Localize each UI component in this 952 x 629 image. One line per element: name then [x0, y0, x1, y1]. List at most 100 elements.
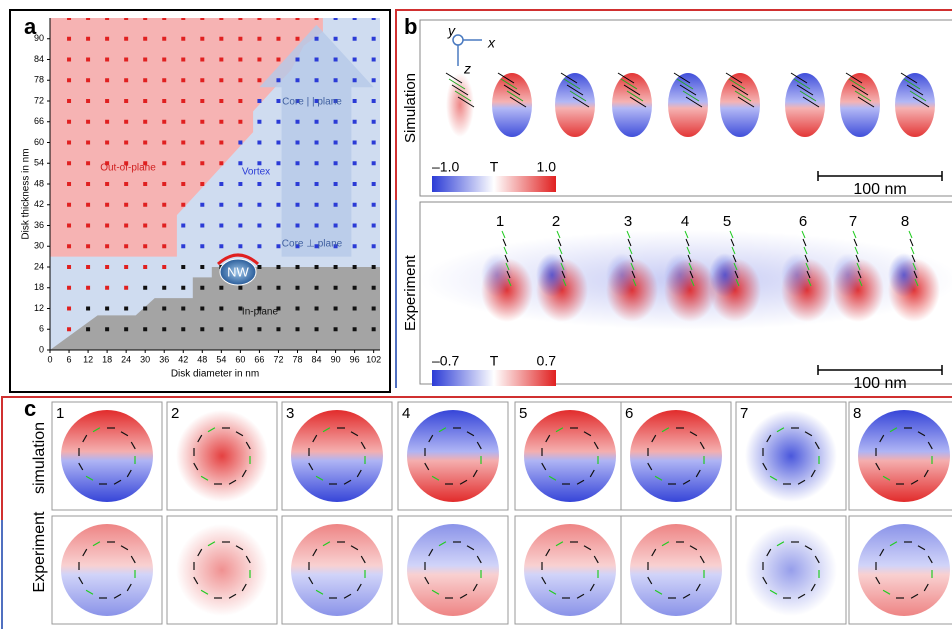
vector	[545, 434, 551, 443]
vector	[569, 90, 587, 102]
tile-number: 1	[56, 405, 64, 422]
sim-dot	[371, 223, 376, 228]
vector	[562, 278, 567, 287]
particle-label: 7	[849, 213, 857, 230]
sim-dot	[67, 99, 72, 103]
vector	[343, 593, 352, 599]
sim-dot	[257, 119, 262, 124]
sim-dot	[181, 57, 186, 62]
sim-dot	[333, 202, 338, 207]
vector	[322, 427, 331, 433]
vector	[856, 262, 861, 271]
vector	[927, 555, 933, 564]
y-tick-label: 0	[39, 344, 44, 354]
sim-dot	[333, 119, 338, 124]
sim-dot	[352, 119, 357, 124]
vector	[548, 475, 557, 481]
sim-dot	[371, 99, 376, 103]
sim-dot	[238, 99, 243, 103]
vector	[695, 583, 701, 592]
sim-dot	[276, 244, 281, 249]
vector	[690, 278, 695, 287]
vector	[541, 462, 547, 471]
sim-dot	[67, 327, 72, 332]
vector	[476, 555, 482, 564]
vector	[82, 434, 88, 443]
vector	[576, 479, 585, 485]
tile-number: 8	[853, 405, 861, 422]
particle-label: 6	[799, 213, 807, 230]
vector	[661, 427, 670, 433]
vector	[857, 96, 875, 108]
vector	[82, 548, 88, 557]
vector	[241, 583, 247, 592]
scale-bar-label: 100 nm	[853, 181, 906, 198]
vector	[906, 84, 924, 96]
vector	[193, 462, 199, 471]
plot-area	[50, 18, 380, 350]
particle	[446, 73, 474, 137]
annotation: Core ⊥ plane	[282, 239, 343, 250]
vector	[193, 576, 199, 585]
sim-dot	[162, 140, 167, 145]
sim-dot	[333, 161, 338, 166]
sim-dot	[276, 327, 281, 332]
sim-dot	[105, 182, 110, 186]
sim-dot	[67, 57, 72, 62]
sim-dot	[143, 78, 148, 83]
sim-dot	[276, 57, 281, 62]
sim-dot	[238, 18, 243, 20]
sim-dot	[276, 265, 281, 269]
sim-dot	[143, 285, 148, 290]
particle-blue	[536, 253, 568, 297]
sim-dot	[143, 182, 148, 186]
sim-dot	[162, 306, 167, 311]
nw-arc	[216, 253, 260, 266]
x-tick-label: 66	[254, 354, 264, 364]
x-tick-label: 96	[350, 354, 360, 364]
vector	[428, 548, 434, 557]
vector	[689, 270, 694, 279]
sim-dot	[333, 265, 338, 269]
axis-label: z	[463, 61, 471, 77]
particle	[858, 524, 950, 616]
particle	[407, 524, 499, 616]
vector	[699, 441, 705, 450]
sim-dot	[67, 18, 72, 20]
vector	[563, 78, 581, 90]
particle	[785, 73, 825, 137]
vector	[810, 583, 816, 592]
sim-dot	[67, 78, 72, 83]
vector	[917, 431, 926, 437]
sim-dot	[162, 285, 167, 290]
vector	[207, 427, 216, 433]
sim-dot	[295, 18, 300, 20]
sim-dot	[238, 57, 243, 62]
vector	[914, 278, 919, 287]
sim-dot	[105, 327, 110, 332]
sim-dot	[219, 161, 224, 166]
sim-dot	[86, 36, 91, 41]
vector	[801, 230, 806, 239]
particle-label: 4	[681, 213, 689, 230]
particle	[555, 73, 595, 137]
sim-dot	[181, 140, 186, 145]
sim-dot	[295, 119, 300, 124]
vector	[790, 72, 808, 84]
vector	[769, 475, 778, 481]
vector	[438, 541, 447, 547]
sim-dot	[314, 265, 319, 269]
vector	[858, 278, 863, 287]
vector	[851, 84, 869, 96]
panel-label: c	[24, 396, 36, 421]
vector	[245, 555, 251, 564]
sim-dot	[295, 161, 300, 166]
scale-bar	[817, 171, 943, 181]
sim-dot	[86, 244, 91, 249]
vector	[848, 78, 866, 90]
sim-dot	[181, 18, 186, 20]
sim-dot	[105, 119, 110, 124]
sim-dot	[124, 182, 129, 186]
y-tick-label: 78	[34, 75, 44, 85]
sim-dot	[200, 202, 205, 207]
